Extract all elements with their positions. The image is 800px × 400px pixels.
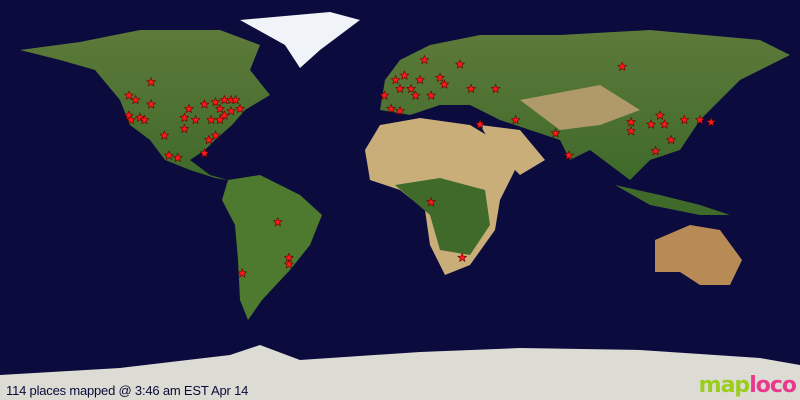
place-marker-star-icon[interactable] [659, 119, 670, 129]
place-marker-star-icon[interactable] [237, 268, 248, 278]
place-marker-star-icon[interactable] [130, 94, 141, 105]
place-marker-star-icon[interactable] [650, 145, 661, 156]
place-marker-star-icon[interactable] [379, 90, 390, 100]
place-marker-star-icon[interactable] [394, 83, 406, 94]
places-mapped-caption: 114 places mapped @ 3:46 am EST Apr 14 [6, 383, 249, 398]
place-marker-star-icon[interactable] [654, 110, 666, 120]
place-marker-star-icon[interactable] [679, 114, 690, 125]
place-marker-star-icon[interactable] [474, 119, 486, 129]
place-marker-star-icon[interactable] [214, 103, 226, 114]
place-marker-star-icon[interactable] [139, 114, 150, 125]
place-marker-star-icon[interactable] [123, 110, 134, 120]
place-marker-star-icon[interactable] [550, 127, 561, 138]
place-marker-star-icon[interactable] [206, 114, 217, 125]
place-marker-star-icon[interactable] [706, 116, 717, 127]
place-marker-star-icon[interactable] [426, 196, 437, 207]
central-africa [395, 178, 490, 255]
place-marker-star-icon[interactable] [426, 90, 437, 100]
place-marker-star-icon[interactable] [134, 112, 146, 123]
place-marker-star-icon[interactable] [419, 54, 430, 65]
logo-map: map [698, 373, 751, 398]
antarctica [0, 345, 800, 400]
place-marker-star-icon[interactable] [454, 59, 466, 69]
place-marker-star-icon[interactable] [214, 114, 226, 125]
place-marker-star-icon[interactable] [626, 116, 637, 127]
place-marker-star-icon[interactable] [210, 96, 221, 107]
place-marker-star-icon[interactable] [399, 70, 410, 80]
logo-loco: loco [749, 373, 797, 398]
place-marker-star-icon[interactable] [272, 216, 283, 227]
place-marker-star-icon[interactable] [394, 105, 406, 116]
place-marker-star-icon[interactable] [199, 147, 210, 158]
place-marker-star-icon[interactable] [230, 94, 241, 105]
maploco-logo[interactable]: maploco [698, 373, 797, 398]
place-marker-star-icon[interactable] [210, 130, 221, 140]
indonesia [615, 185, 730, 215]
place-marker-star-icon[interactable] [199, 99, 210, 109]
place-marker-star-icon[interactable] [146, 76, 157, 87]
place-marker-star-icon[interactable] [646, 119, 657, 129]
place-marker-star-icon[interactable] [466, 83, 477, 94]
place-marker-star-icon[interactable] [390, 74, 401, 85]
place-marker-star-icon[interactable] [234, 103, 246, 114]
place-markers [123, 54, 717, 278]
place-marker-star-icon[interactable] [626, 125, 637, 136]
place-marker-star-icon[interactable] [179, 112, 190, 123]
place-marker-star-icon[interactable] [617, 61, 628, 71]
place-marker-star-icon[interactable] [179, 123, 190, 134]
place-marker-star-icon[interactable] [694, 114, 706, 125]
place-marker-star-icon[interactable] [414, 74, 426, 85]
place-marker-star-icon[interactable] [283, 259, 294, 269]
arabia [480, 125, 545, 175]
place-marker-star-icon[interactable] [666, 134, 677, 145]
place-marker-star-icon[interactable] [183, 103, 194, 114]
place-marker-star-icon[interactable] [172, 152, 183, 163]
south-america [222, 175, 322, 320]
place-marker-star-icon[interactable] [190, 114, 201, 125]
place-marker-star-icon[interactable] [563, 150, 574, 160]
desert-asia [520, 85, 640, 130]
place-marker-star-icon[interactable] [219, 110, 230, 120]
place-marker-star-icon[interactable] [163, 150, 174, 160]
place-marker-star-icon[interactable] [490, 83, 501, 94]
place-marker-star-icon[interactable] [159, 130, 170, 140]
north-america [20, 30, 270, 180]
australia [655, 225, 742, 285]
place-marker-star-icon[interactable] [434, 72, 446, 83]
place-marker-star-icon[interactable] [410, 90, 421, 100]
place-marker-star-icon[interactable] [126, 114, 137, 125]
place-marker-star-icon[interactable] [226, 105, 237, 116]
place-marker-star-icon[interactable] [386, 103, 397, 114]
place-marker-star-icon[interactable] [457, 252, 468, 263]
place-marker-star-icon[interactable] [123, 90, 134, 100]
greenland [240, 12, 360, 68]
place-marker-star-icon[interactable] [406, 83, 417, 94]
place-marker-star-icon[interactable] [146, 99, 157, 109]
place-marker-star-icon[interactable] [439, 79, 450, 89]
place-marker-star-icon[interactable] [203, 134, 214, 145]
place-marker-star-icon[interactable] [510, 114, 521, 125]
